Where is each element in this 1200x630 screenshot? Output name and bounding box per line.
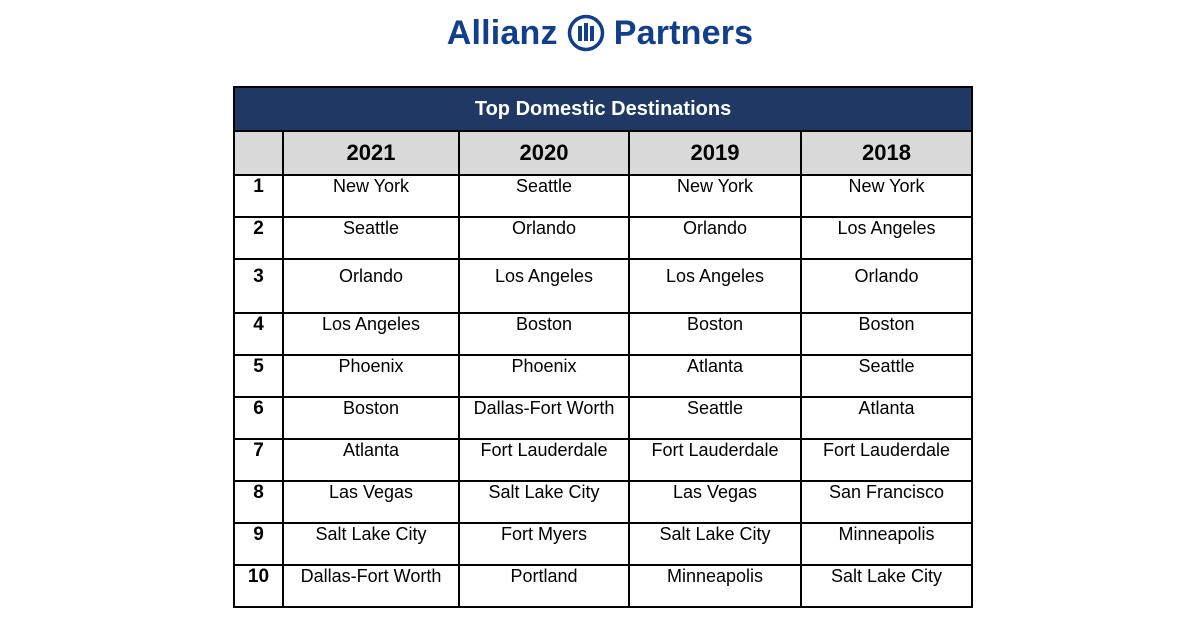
city-cell: Boston bbox=[628, 312, 802, 356]
city-cell: Minneapolis bbox=[799, 522, 974, 566]
city-cell: Dallas-Fort Worth bbox=[282, 564, 460, 608]
table-row: 9 Salt Lake City Fort Myers Salt Lake Ci… bbox=[233, 522, 974, 566]
allianz-eagle-columns-icon bbox=[567, 14, 605, 52]
year-header-2021: 2021 bbox=[282, 130, 460, 176]
city-cell: Orlando bbox=[282, 258, 460, 314]
logo-word-partners: Partners bbox=[613, 14, 754, 52]
table-row: 7 Atlanta Fort Lauderdale Fort Lauderdal… bbox=[233, 438, 974, 482]
city-cell: Orlando bbox=[628, 216, 802, 260]
city-cell: Los Angeles bbox=[282, 312, 460, 356]
table-title: Top Domestic Destinations bbox=[232, 86, 974, 132]
city-cell: Fort Myers bbox=[458, 522, 630, 566]
city-cell: New York bbox=[628, 174, 802, 218]
table-row: 2 Seattle Orlando Orlando Los Angeles bbox=[233, 216, 974, 260]
city-cell: Salt Lake City bbox=[458, 480, 630, 524]
city-cell: Atlanta bbox=[799, 396, 974, 440]
rank-header-cell bbox=[233, 130, 284, 176]
city-cell: Seattle bbox=[458, 174, 630, 218]
table-row: 10 Dallas-Fort Worth Portland Minneapoli… bbox=[233, 564, 974, 608]
rank-cell: 6 bbox=[233, 396, 284, 440]
city-cell: Dallas-Fort Worth bbox=[458, 396, 630, 440]
city-cell: Fort Lauderdale bbox=[458, 438, 630, 482]
city-cell: Las Vegas bbox=[628, 480, 802, 524]
city-cell: Los Angeles bbox=[799, 216, 974, 260]
year-header-2020: 2020 bbox=[458, 130, 630, 176]
city-cell: San Francisco bbox=[799, 480, 974, 524]
city-cell: Boston bbox=[458, 312, 630, 356]
city-cell: Minneapolis bbox=[628, 564, 802, 608]
table-row: 1 New York Seattle New York New York bbox=[233, 174, 974, 218]
table-row: 4 Los Angeles Boston Boston Boston bbox=[233, 312, 974, 356]
table-row: 5 Phoenix Phoenix Atlanta Seattle bbox=[233, 354, 974, 398]
city-cell: Salt Lake City bbox=[799, 564, 974, 608]
logo-word-allianz: Allianz bbox=[446, 14, 558, 52]
year-header-2019: 2019 bbox=[628, 130, 802, 176]
city-cell: Atlanta bbox=[282, 438, 460, 482]
table-row: 8 Las Vegas Salt Lake City Las Vegas San… bbox=[233, 480, 974, 524]
city-cell: Portland bbox=[458, 564, 630, 608]
rank-cell: 2 bbox=[233, 216, 284, 260]
city-cell: Seattle bbox=[628, 396, 802, 440]
city-cell: Las Vegas bbox=[282, 480, 460, 524]
city-cell: Seattle bbox=[282, 216, 460, 260]
rank-cell: 9 bbox=[233, 522, 284, 566]
city-cell: Boston bbox=[282, 396, 460, 440]
year-header-2018: 2018 bbox=[799, 130, 974, 176]
table-row: 6 Boston Dallas-Fort Worth Seattle Atlan… bbox=[233, 396, 974, 440]
rank-cell: 7 bbox=[233, 438, 284, 482]
rank-cell: 4 bbox=[233, 312, 284, 356]
year-header-row: 2021 2020 2019 2018 bbox=[233, 130, 974, 176]
city-cell: Boston bbox=[799, 312, 974, 356]
top-domestic-destinations-table: Top Domestic Destinations 2021 2020 2019… bbox=[232, 86, 974, 608]
rank-cell: 8 bbox=[233, 480, 284, 524]
city-cell: Los Angeles bbox=[628, 258, 802, 314]
rank-cell: 10 bbox=[233, 564, 284, 608]
city-cell: Atlanta bbox=[628, 354, 802, 398]
table-row: 3 Orlando Los Angeles Los Angeles Orland… bbox=[233, 258, 974, 314]
table-title-row: Top Domestic Destinations bbox=[232, 86, 974, 132]
rank-cell: 1 bbox=[233, 174, 284, 218]
city-cell: Los Angeles bbox=[458, 258, 630, 314]
rank-cell: 3 bbox=[233, 258, 284, 314]
rank-cell: 5 bbox=[233, 354, 284, 398]
allianz-partners-logo: Allianz Partners bbox=[0, 8, 1200, 58]
city-cell: Phoenix bbox=[282, 354, 460, 398]
city-cell: Salt Lake City bbox=[282, 522, 460, 566]
city-cell: Salt Lake City bbox=[628, 522, 802, 566]
city-cell: New York bbox=[282, 174, 460, 218]
city-cell: Orlando bbox=[799, 258, 974, 314]
city-cell: Fort Lauderdale bbox=[628, 438, 802, 482]
city-cell: New York bbox=[799, 174, 974, 218]
city-cell: Phoenix bbox=[458, 354, 630, 398]
city-cell: Fort Lauderdale bbox=[799, 438, 974, 482]
city-cell: Seattle bbox=[799, 354, 974, 398]
city-cell: Orlando bbox=[458, 216, 630, 260]
